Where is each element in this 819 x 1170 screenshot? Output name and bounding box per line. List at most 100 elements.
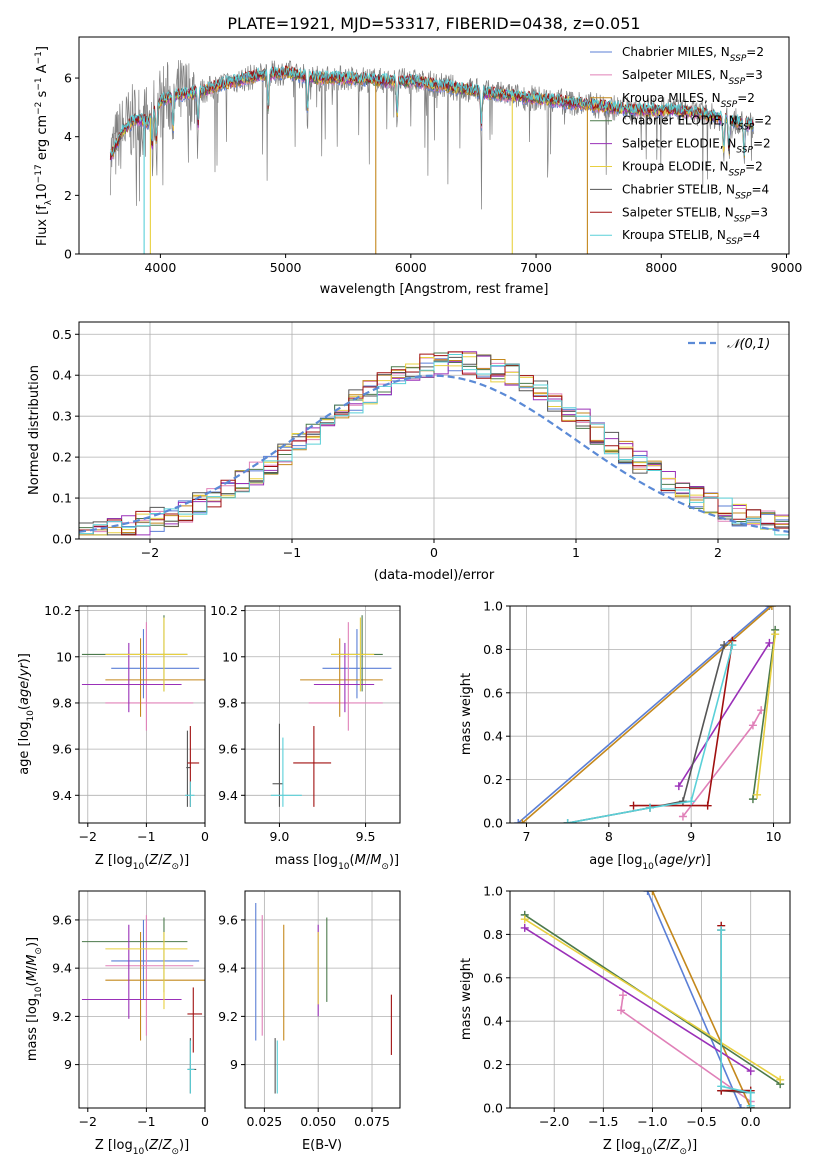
weight-vs-age-xlabel: age [log10(age/yr)] bbox=[589, 853, 711, 872]
spectrum-lines bbox=[109, 60, 755, 254]
residuals-ytick-label: 0.0 bbox=[52, 532, 72, 547]
age_vs_Z-ytick-label: 10.2 bbox=[44, 603, 72, 618]
mass_vs_ebv-ytick-label: 9.6 bbox=[218, 912, 238, 927]
mass_vs_ebv-xtick-label: 0.050 bbox=[300, 1114, 336, 1129]
mass-vs-Z-xlabel: Z [log10(Z/Z⊙)] bbox=[95, 1138, 189, 1157]
weight_vs_Z-frame bbox=[509, 890, 791, 1109]
spectrum-ylabel: Flux [fλ10−17 erg cm−2 s−1 A−1] bbox=[34, 46, 54, 246]
weight_vs_Z-marker bbox=[520, 915, 529, 924]
age_vs_Z-xtick-label: −2 bbox=[79, 829, 97, 844]
mass_vs_Z-xtick-label: −1 bbox=[137, 1114, 155, 1129]
weight_vs_age-marker bbox=[765, 638, 774, 647]
weight_vs_age-marker bbox=[728, 641, 737, 650]
spectrum-model-8 bbox=[109, 65, 754, 156]
weight_vs_age-line-8 bbox=[567, 644, 734, 823]
mass_vs_Z-ytick-label: 9.4 bbox=[52, 961, 72, 976]
age_vs_mass-ytick-label: 9.6 bbox=[218, 742, 238, 757]
residuals-xtick-label: 1 bbox=[572, 545, 580, 560]
mass_vs_ebv-ytick-label: 9.4 bbox=[218, 961, 238, 976]
weight_vs_Z-ytick-label: 0.8 bbox=[483, 927, 503, 942]
spectrum-xtick-label: 8000 bbox=[645, 260, 677, 275]
weight_vs_age-line-3 bbox=[752, 629, 776, 800]
weight_vs_age-marker bbox=[720, 641, 729, 650]
age_vs_Z-ytick-label: 9.4 bbox=[52, 788, 72, 803]
age_vs_mass-ytick-label: 10 bbox=[222, 649, 238, 664]
spectrum-legend-entry: Chabrier STELIB, NSSP=4 bbox=[622, 182, 769, 201]
weight_vs_Z-xtick-label: −1.5 bbox=[588, 1114, 618, 1129]
spectrum-legend-entry: Kroupa MILES, NSSP=2 bbox=[622, 91, 755, 110]
weight_vs_age-marker bbox=[753, 790, 762, 799]
mass_vs_ebv-ytick-label: 9.2 bbox=[218, 1009, 238, 1024]
weight_vs_age-marker bbox=[674, 782, 683, 791]
spectrum-legend-entry: Salpeter MILES, NSSP=3 bbox=[622, 68, 763, 87]
weight_vs_age-ytick-label: 0.2 bbox=[483, 772, 503, 787]
weight_vs_Z-line-0 bbox=[646, 891, 742, 1108]
residuals-xtick-label: −1 bbox=[283, 545, 301, 560]
age_vs_mass-points bbox=[270, 615, 392, 807]
weight_vs_Z-xtick-label: −1.0 bbox=[637, 1114, 667, 1129]
weight_vs_age-line-5 bbox=[756, 634, 776, 795]
residuals-gaussian-curve bbox=[79, 374, 789, 533]
weight_vs_Z-marker bbox=[617, 1006, 626, 1015]
weight-vs-age-ylabel: mass weight bbox=[459, 673, 474, 755]
age-vs-mass-xlabel: mass [log10(M/M⊙)] bbox=[275, 853, 399, 872]
spectrum-ytick-label: 4 bbox=[64, 129, 72, 144]
age_vs_Z-xtick-label: 0 bbox=[201, 829, 209, 844]
weight_vs_age-marker bbox=[563, 819, 572, 823]
weight_vs_age-series bbox=[514, 606, 780, 823]
residuals-hist-7 bbox=[79, 351, 789, 536]
residuals-frame bbox=[78, 321, 790, 540]
weight_vs_Z-ytick-label: 0.2 bbox=[483, 1057, 503, 1072]
weight_vs_Z-xtick-label: −0.5 bbox=[686, 1114, 716, 1129]
weight-vs-Z-xlabel: Z [log10(Z/Z⊙)] bbox=[603, 1138, 697, 1157]
mass-vs-Z-ylabel: mass [log10(M/M⊙)] bbox=[25, 937, 44, 1061]
weight_vs_Z-marker bbox=[717, 926, 726, 935]
weight_vs_Z-marker bbox=[643, 891, 652, 895]
residuals-legend-entry: 𝒩(0,1) bbox=[727, 337, 770, 352]
weight_vs_age-marker bbox=[703, 801, 712, 810]
spectrum-legend-entry: Kroupa STELIB, NSSP=4 bbox=[622, 228, 760, 247]
spectrum-legend-entry: Chabrier MILES, NSSP=2 bbox=[622, 45, 764, 64]
mass_vs_Z-ytick-label: 9.6 bbox=[52, 912, 72, 927]
weight_vs_age-marker bbox=[767, 606, 776, 610]
age_vs_Z-xtick-label: −1 bbox=[137, 829, 155, 844]
weight_vs_Z-xtick-label: −2.0 bbox=[539, 1114, 569, 1129]
weight_vs_Z-line-2 bbox=[651, 891, 752, 1108]
weight-vs-Z-ylabel: mass weight bbox=[459, 958, 474, 1040]
weight_vs_age-marker bbox=[646, 803, 654, 812]
age-vs-Z-xlabel: Z [log10(Z/Z⊙)] bbox=[95, 853, 189, 872]
weight_vs_Z-marker bbox=[776, 1075, 785, 1084]
figure-title: PLATE=1921, MJD=53317, FIBERID=0438, z=0… bbox=[227, 14, 640, 33]
weight_vs_Z-line-7 bbox=[720, 925, 751, 1092]
mass_vs_ebv-frame bbox=[244, 890, 401, 1109]
spectrum-legend-entry: Chabrier ELODIE, NSSP=2 bbox=[622, 114, 772, 133]
weight_vs_Z-line-8 bbox=[720, 930, 752, 1106]
weight_vs_age-ytick-label: 0.4 bbox=[483, 729, 503, 744]
residuals-ytick-label: 0.3 bbox=[52, 409, 72, 424]
mass_vs_ebv-points bbox=[255, 903, 392, 1094]
mass_vs_ebv-xtick-label: 0.025 bbox=[246, 1114, 282, 1129]
weight_vs_age-ytick-label: 0.0 bbox=[483, 816, 503, 831]
mass_vs_Z-ytick-label: 9.2 bbox=[52, 1009, 72, 1024]
weight_vs_Z-marker bbox=[746, 1067, 755, 1076]
age_vs_Z-points bbox=[81, 615, 205, 807]
weight_vs_Z-line-5 bbox=[524, 918, 781, 1081]
residuals-ytick-label: 0.2 bbox=[52, 450, 72, 465]
weight_vs_Z-marker bbox=[746, 1088, 755, 1097]
spectrum-xlabel: wavelength [Angstrom, rest frame] bbox=[320, 282, 549, 297]
mass_vs_Z-ytick-label: 9 bbox=[64, 1057, 72, 1072]
age_vs_Z-frame bbox=[78, 605, 206, 824]
spectrum-xtick-label: 9000 bbox=[771, 260, 803, 275]
residuals-xtick-label: 0 bbox=[430, 545, 438, 560]
spectrum-legend-entry: Salpeter ELODIE, NSSP=2 bbox=[622, 137, 771, 156]
residuals-histograms bbox=[79, 351, 789, 536]
mass-vs-ebv-xlabel: E(B-V) bbox=[302, 1138, 342, 1153]
weight_vs_Z-marker bbox=[746, 1101, 755, 1108]
age_vs_mass-xtick-label: 9.0 bbox=[269, 829, 289, 844]
residuals-xtick-label: −2 bbox=[141, 545, 159, 560]
weight_vs_age-line-0 bbox=[517, 606, 770, 823]
mass_vs_Z-frame bbox=[78, 890, 206, 1109]
weight_vs_age-line-1 bbox=[682, 709, 762, 817]
residuals-ylabel: Normed distribution bbox=[27, 365, 42, 495]
